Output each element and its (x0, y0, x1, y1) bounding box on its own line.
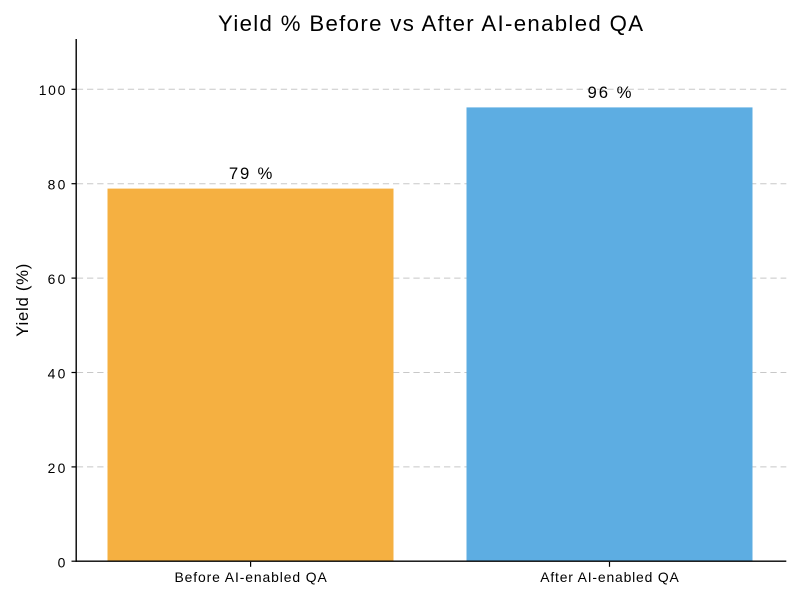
svg-text:80: 80 (48, 177, 66, 193)
svg-text:96 %: 96 % (588, 83, 632, 102)
svg-text:40: 40 (48, 365, 66, 381)
svg-text:Yield (%): Yield (%) (13, 264, 32, 337)
svg-text:After AI-enabled QA: After AI-enabled QA (540, 569, 679, 585)
svg-text:100: 100 (39, 82, 66, 98)
svg-text:Before AI-enabled QA: Before AI-enabled QA (174, 569, 327, 585)
svg-text:Yield % Before vs After AI-ena: Yield % Before vs After AI-enabled QA (218, 11, 643, 36)
svg-text:0: 0 (58, 554, 66, 570)
svg-text:20: 20 (48, 460, 66, 476)
svg-text:60: 60 (48, 271, 66, 287)
svg-text:79 %: 79 % (229, 164, 273, 183)
